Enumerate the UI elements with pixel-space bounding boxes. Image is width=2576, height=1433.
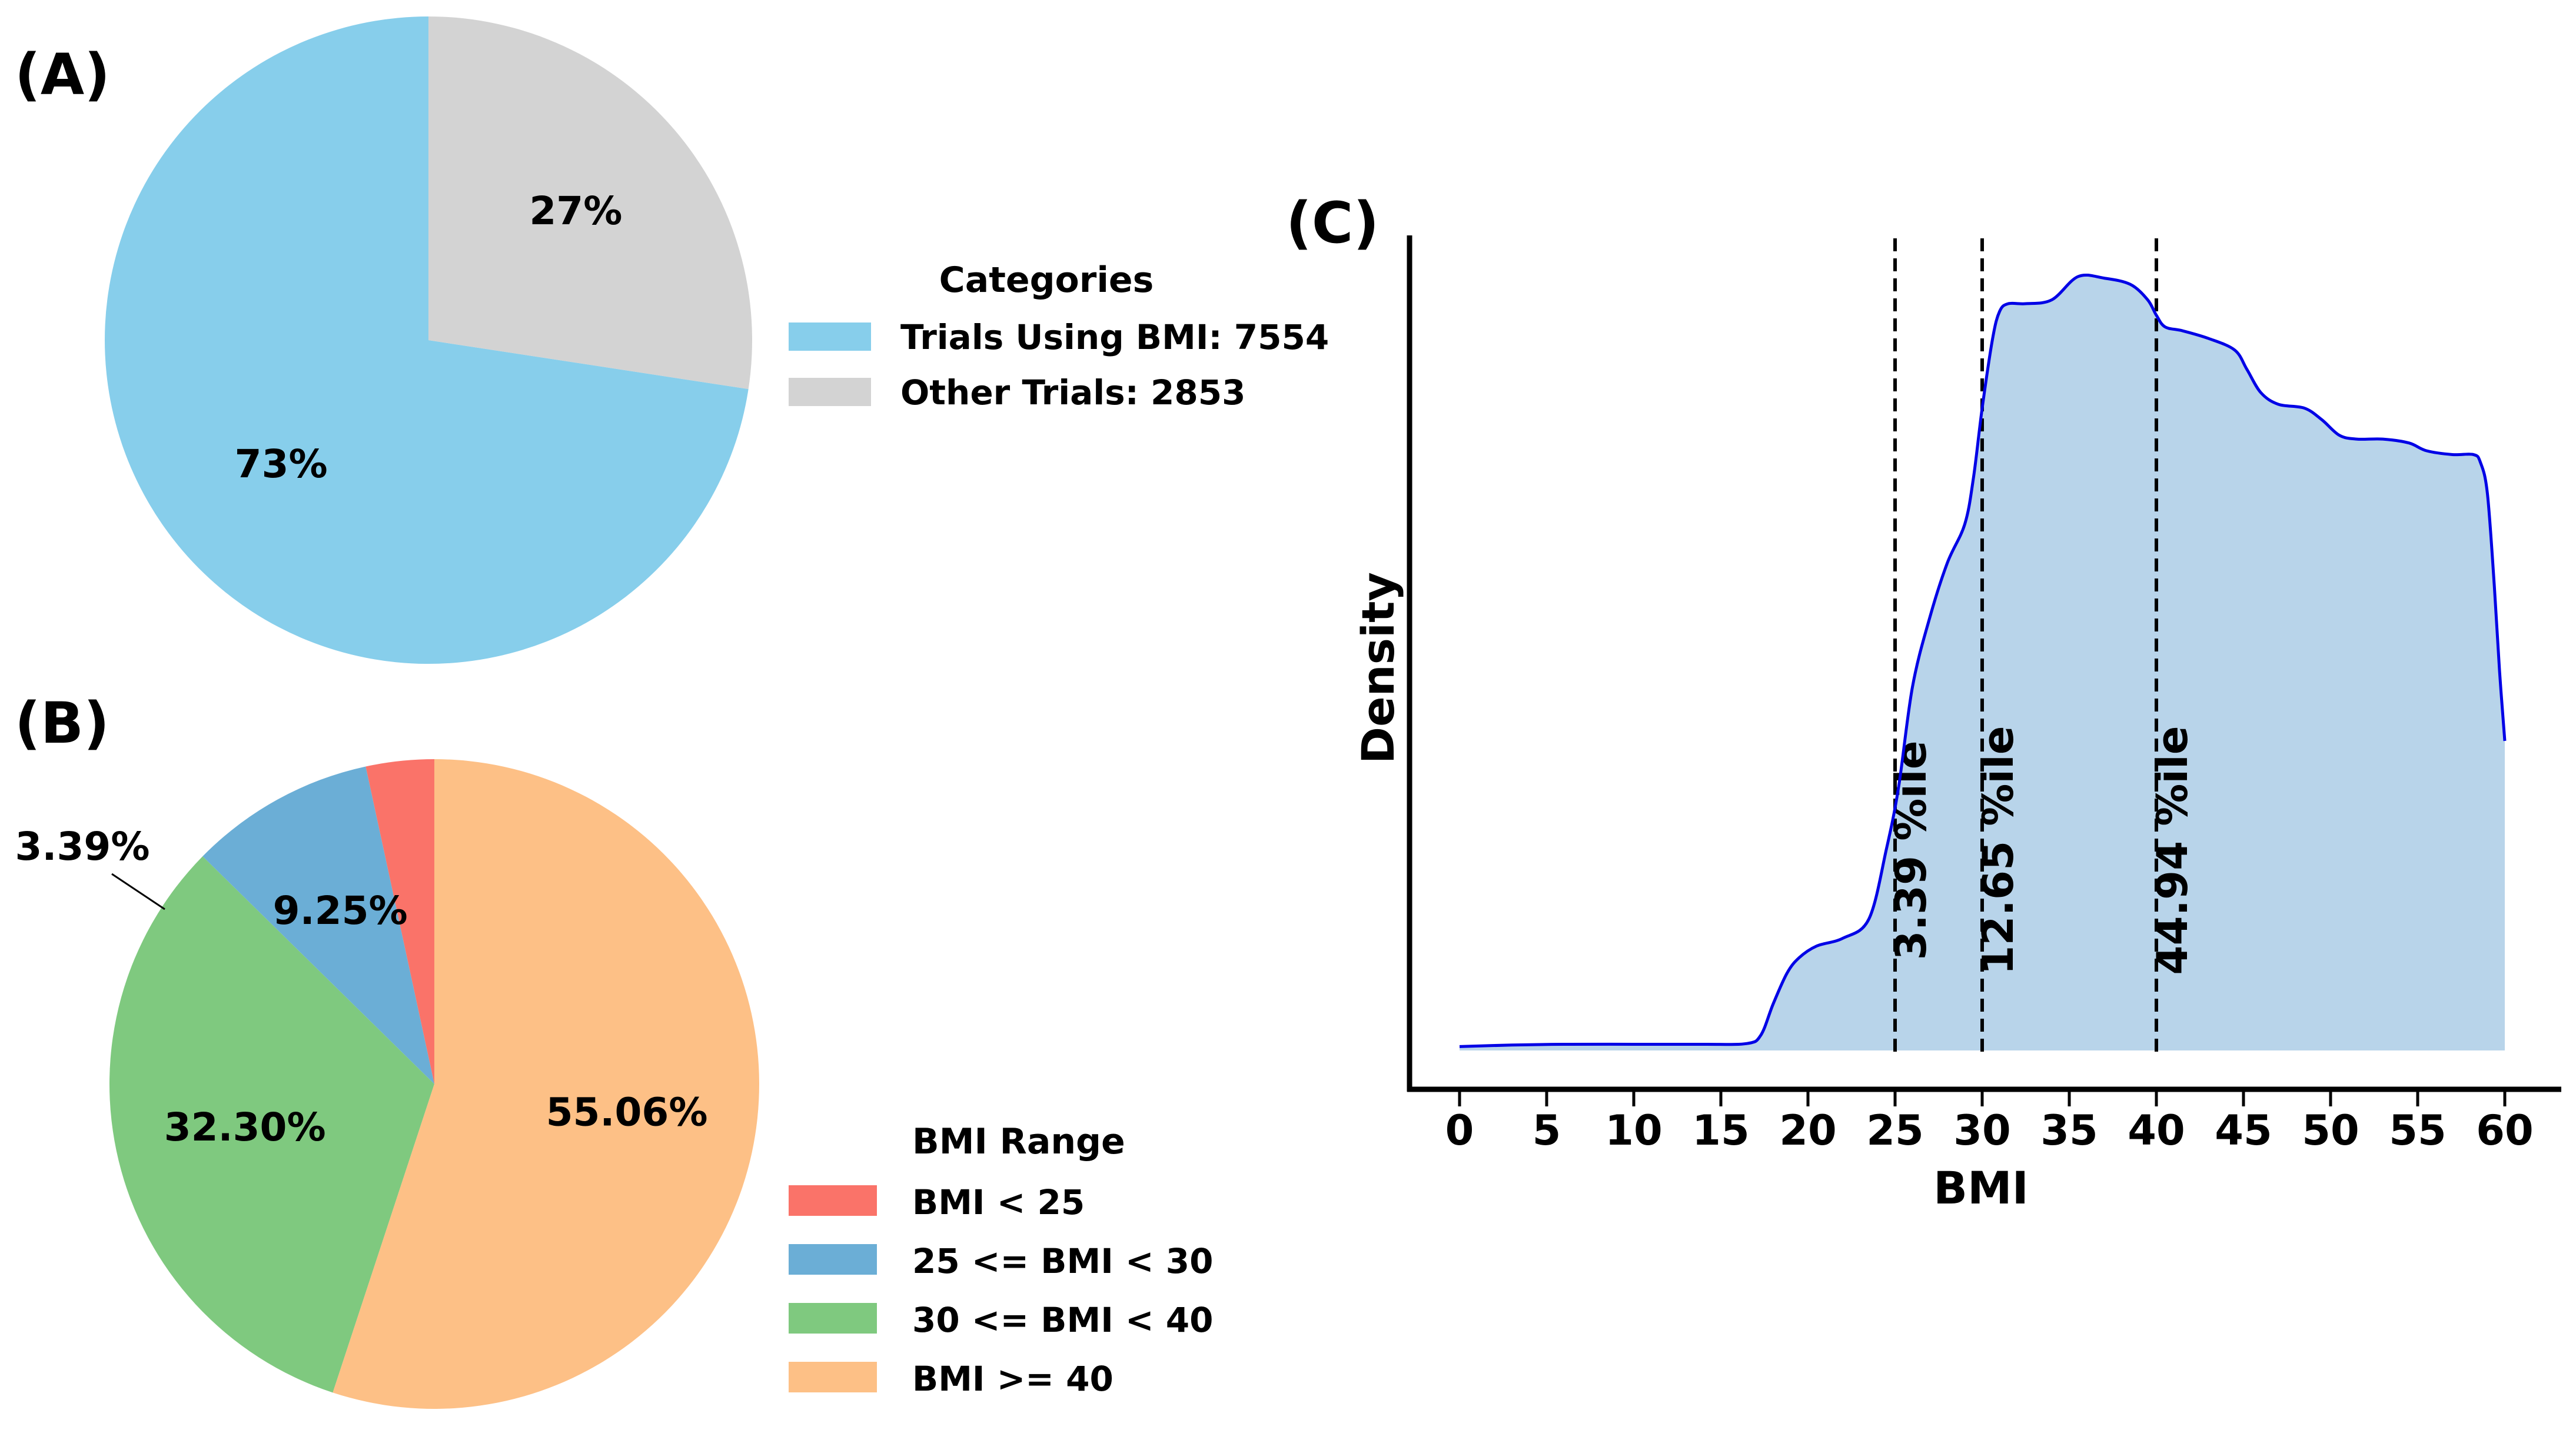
x-tick-label-25: 25 (1866, 1106, 1923, 1155)
pie-b-pct-label-1: 9.25% (273, 888, 408, 933)
x-tick-label-60: 60 (2476, 1106, 2533, 1155)
panel-a: (A) 73% 27% Categories Trials Using BMI: … (15, 16, 1329, 664)
legend-b-label-1: 25 <= BMI < 30 (912, 1241, 1214, 1281)
percentile-label-0: 3.39 %ile (1886, 740, 1936, 960)
pie-b-slice-2 (109, 856, 434, 1393)
x-tick-label-0: 0 (1445, 1106, 1474, 1155)
pie-a-slice-1 (428, 16, 752, 390)
x-tick-label-30: 30 (1953, 1106, 2010, 1155)
legend-b-swatch-3 (789, 1362, 877, 1392)
x-tick-label-40: 40 (2128, 1106, 2185, 1155)
legend-b-title: BMI Range (912, 1121, 1125, 1162)
pie-a: 73% 27% (105, 16, 752, 664)
x-tick-label-45: 45 (2215, 1106, 2272, 1155)
legend-b-swatch-2 (789, 1303, 877, 1334)
panel-c-label: (C) (1286, 190, 1379, 256)
pie-b-slice-3 (333, 759, 759, 1409)
x-tick-label-35: 35 (2040, 1106, 2098, 1155)
pie-b-pct-label-2: 32.30% (164, 1105, 326, 1150)
percentile-label-2: 44.94 %ile (2148, 726, 2197, 975)
legend-a-label-1: Other Trials: 2853 (900, 373, 1246, 413)
legend-b-label-3: BMI >= 40 (912, 1359, 1114, 1399)
legend-b-label-2: 30 <= BMI < 40 (912, 1300, 1214, 1340)
pie-b-pct-label-3: 55.06% (546, 1089, 708, 1135)
pie-b-slice-0 (365, 759, 434, 1084)
panel-a-label: (A) (15, 42, 110, 108)
legend-b: BMI Range BMI < 25 25 <= BMI < 30 30 <= … (789, 1121, 1214, 1399)
legend-a-swatch-0 (789, 322, 871, 351)
legend-b-swatch-1 (789, 1244, 877, 1275)
y-axis-label: Density (1352, 572, 1404, 764)
pie-a-pct-label-1: 27% (529, 188, 622, 234)
density-line (1459, 274, 2507, 1048)
density-plot: 3.39 %ile 12.65 %ile 44.94 %ile (1459, 238, 2507, 1053)
pie-b-slice-1 (202, 766, 434, 1084)
x-axis-label: BMI (1933, 1162, 2029, 1214)
percentile-label-1: 12.65 %ile (1973, 726, 2023, 975)
panel-b: (B) 3.39% 9.25% 32.30% 55.06% BMI Range BMI… (15, 690, 1214, 1409)
pie-b-leader-line (111, 873, 165, 910)
panel-c: (C) Density BMI 3.39 %ile 12.65 %ile 44.94… (1286, 190, 2561, 1214)
legend-a-title: Categories (939, 260, 1154, 301)
x-tick-label-5: 5 (1533, 1106, 1561, 1155)
pie-a-slice-0 (105, 16, 749, 664)
x-ticks: 0 5 10 15 20 25 30 35 40 45 50 55 60 (1445, 1092, 2534, 1155)
panel-b-label: (B) (15, 690, 109, 756)
legend-a-swatch-1 (789, 378, 871, 406)
x-tick-label-55: 55 (2389, 1106, 2446, 1155)
pie-a-pct-label-0: 73% (235, 441, 328, 487)
legend-a-label-0: Trials Using BMI: 7554 (900, 317, 1329, 357)
x-tick-label-20: 20 (1779, 1106, 1836, 1155)
x-tick-label-15: 15 (1692, 1106, 1749, 1155)
pie-b: 3.39% 9.25% 32.30% 55.06% (15, 759, 759, 1409)
x-tick-label-50: 50 (2302, 1106, 2359, 1155)
pie-b-pct-label-0: 3.39% (15, 824, 150, 869)
legend-b-swatch-0 (789, 1185, 877, 1216)
x-tick-label-10: 10 (1605, 1106, 1662, 1155)
legend-b-label-0: BMI < 25 (912, 1182, 1085, 1222)
legend-a: Categories Trials Using BMI: 7554 Other … (789, 260, 1329, 413)
